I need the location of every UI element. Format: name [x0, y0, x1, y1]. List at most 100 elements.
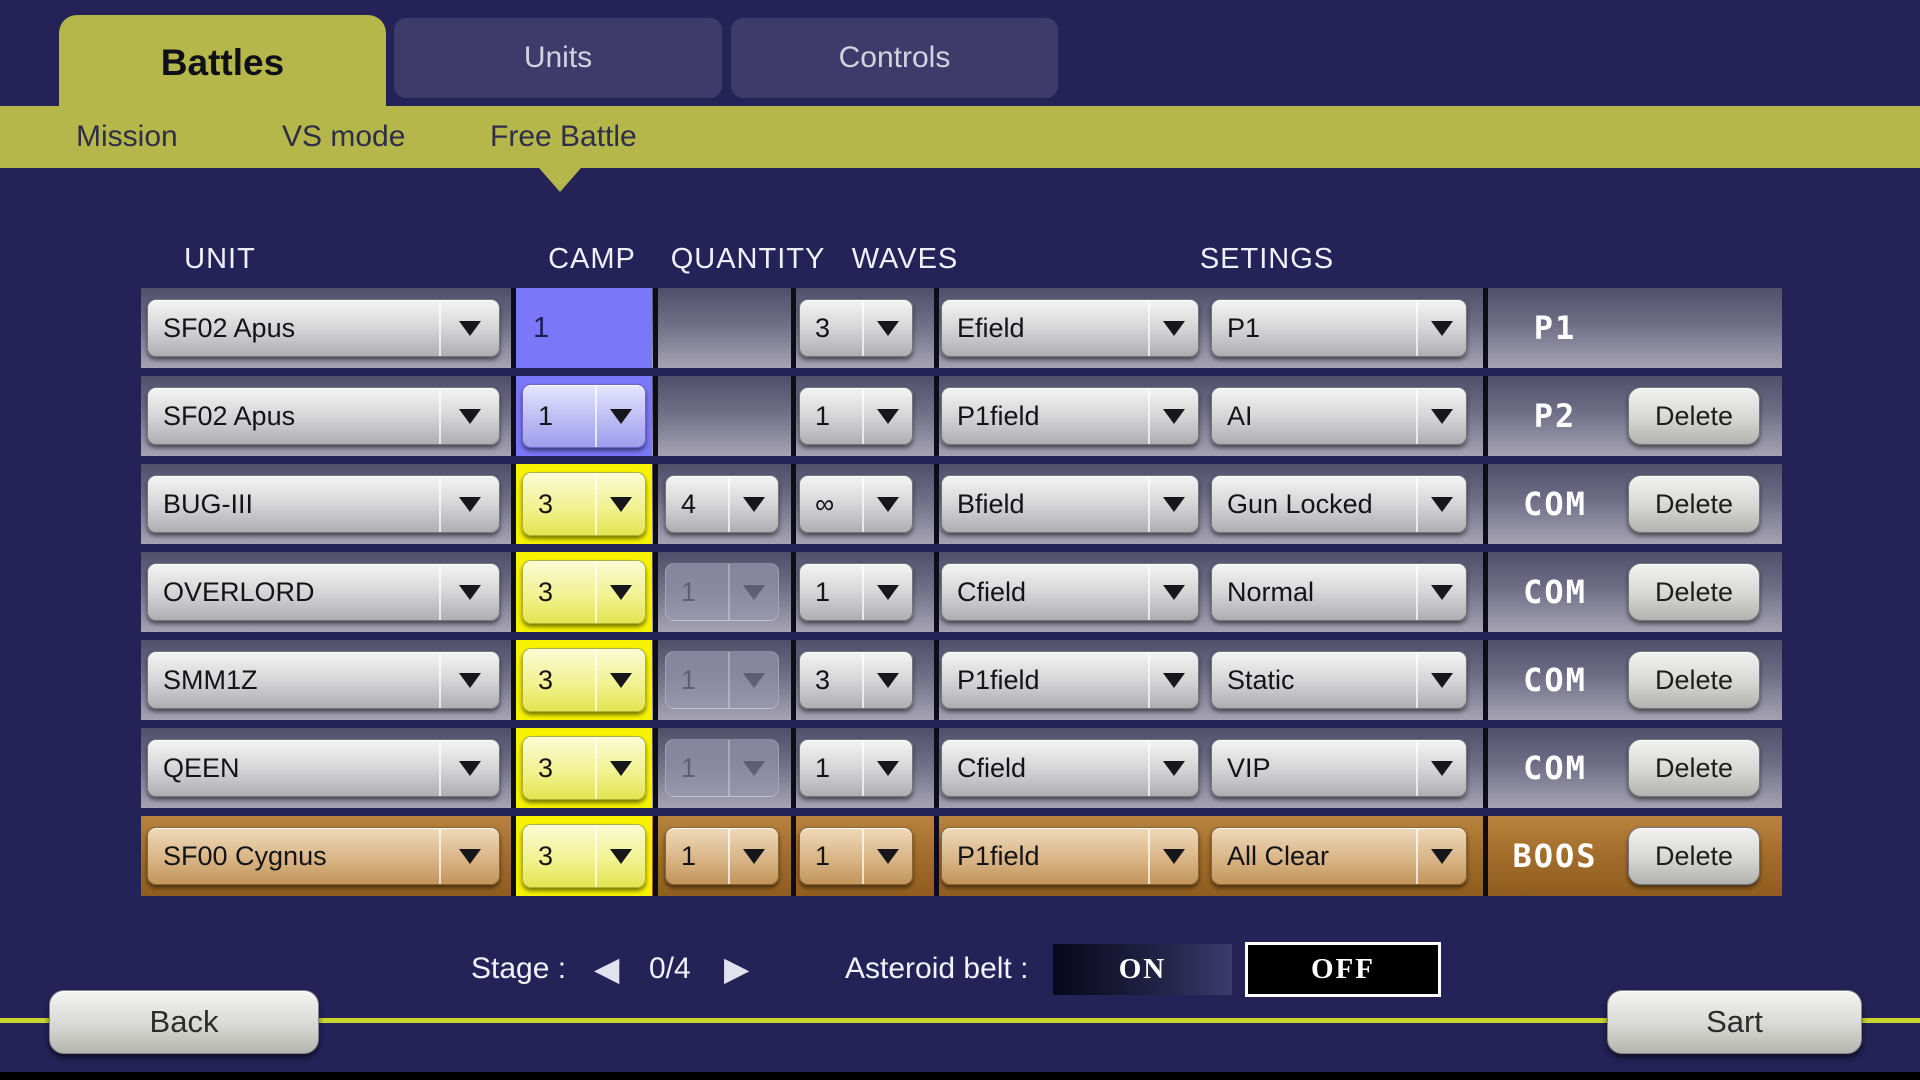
start-button[interactable]: Sart [1607, 990, 1862, 1054]
chevron-down-icon [1416, 652, 1466, 708]
tab-controls[interactable]: Controls [731, 18, 1058, 98]
waves-dropdown[interactable]: 3 [799, 299, 913, 357]
chevron-down-glyph [743, 584, 765, 600]
camp-dropdown[interactable]: 1 [522, 384, 646, 448]
quantity-dropdown-value: 1 [681, 840, 697, 871]
column-divider [511, 376, 516, 456]
unit-dropdown-value: QEEN [163, 752, 240, 783]
waves-dropdown[interactable]: ∞ [799, 475, 913, 533]
chevron-down-icon [1148, 388, 1198, 444]
unit-dropdown[interactable]: QEEN [147, 739, 500, 797]
mode-dropdown[interactable]: Static [1211, 651, 1467, 709]
stage-next-icon[interactable]: ▶ [724, 950, 750, 987]
mode-dropdown-value: P1 [1227, 312, 1261, 343]
waves-dropdown[interactable]: 1 [799, 387, 913, 445]
mode-dropdown-value: VIP [1227, 752, 1271, 783]
waves-dropdown[interactable]: 1 [799, 739, 913, 797]
unit-dropdown[interactable]: OVERLORD [147, 563, 500, 621]
delete-button[interactable]: Delete [1628, 651, 1760, 709]
chevron-down-icon [595, 385, 645, 447]
waves-dropdown[interactable]: 1 [799, 827, 913, 885]
column-divider [934, 816, 939, 896]
camp-dropdown[interactable]: 3 [522, 472, 646, 536]
asteroid-belt-label: Asteroid belt : [845, 952, 1029, 985]
mode-dropdown[interactable]: Gun Locked [1211, 475, 1467, 533]
back-button[interactable]: Back [49, 990, 319, 1054]
camp-value[interactable]: 1 [533, 311, 550, 344]
chevron-down-icon [1148, 740, 1198, 796]
field-dropdown[interactable]: Cfield [941, 739, 1199, 797]
mode-dropdown[interactable]: All Clear [1211, 827, 1467, 885]
subtab-vs-mode[interactable]: VS mode [282, 120, 406, 153]
unit-dropdown-value: OVERLORD [163, 576, 315, 607]
column-divider [791, 376, 796, 456]
field-dropdown[interactable]: P1field [941, 827, 1199, 885]
delete-button[interactable]: Delete [1628, 387, 1760, 445]
unit-dropdown[interactable]: SF02 Apus [147, 299, 500, 357]
chevron-down-icon [595, 649, 645, 711]
camp-dropdown[interactable]: 3 [522, 736, 646, 800]
chevron-down-glyph [1431, 672, 1453, 688]
waves-dropdown[interactable]: 1 [799, 563, 913, 621]
mode-dropdown[interactable]: P1 [1211, 299, 1467, 357]
chevron-down-icon [728, 652, 778, 708]
chevron-down-glyph [610, 496, 632, 512]
field-dropdown[interactable]: Cfield [941, 563, 1199, 621]
battle-table-rows: SF02 Apus 1 3 Efield P1 P1 SF02 Apus 1 1 P1field A… [141, 288, 1782, 904]
waves-dropdown-value: ∞ [815, 488, 835, 519]
field-dropdown-value: Cfield [957, 576, 1027, 607]
column-divider [1483, 288, 1488, 368]
tab-units[interactable]: Units [394, 18, 722, 98]
unit-dropdown[interactable]: SMM1Z [147, 651, 500, 709]
chevron-down-icon [862, 388, 912, 444]
asteroid-off-button[interactable]: OFF [1245, 942, 1441, 997]
subtab-free-battle[interactable]: Free Battle [490, 120, 637, 153]
mode-dropdown[interactable]: VIP [1211, 739, 1467, 797]
chevron-down-glyph [743, 496, 765, 512]
unit-dropdown[interactable]: SF02 Apus [147, 387, 500, 445]
bottom-letterbox [0, 1072, 1920, 1080]
mode-dropdown-value: Static [1227, 664, 1295, 695]
stage-prev-icon[interactable]: ◀ [594, 950, 620, 987]
camp-dropdown-value: 3 [538, 840, 554, 871]
unit-dropdown[interactable]: SF00 Cygnus [147, 827, 500, 885]
field-dropdown-value: Efield [957, 312, 1025, 343]
chevron-down-glyph [1431, 848, 1453, 864]
camp-dropdown[interactable]: 3 [522, 560, 646, 624]
tab-battles[interactable]: Battles [59, 15, 386, 111]
field-dropdown-value: P1field [957, 400, 1040, 431]
chevron-down-icon [1416, 740, 1466, 796]
camp-dropdown-value: 3 [538, 488, 554, 519]
mode-dropdown[interactable]: AI [1211, 387, 1467, 445]
chevron-down-glyph [610, 672, 632, 688]
chevron-down-glyph [1431, 584, 1453, 600]
column-divider [653, 728, 658, 808]
camp-dropdown[interactable]: 3 [522, 648, 646, 712]
delete-button[interactable]: Delete [1628, 827, 1760, 885]
camp-dropdown[interactable]: 3 [522, 824, 646, 888]
delete-button[interactable]: Delete [1628, 563, 1760, 621]
chevron-down-glyph [610, 848, 632, 864]
field-dropdown[interactable]: Efield [941, 299, 1199, 357]
waves-dropdown[interactable]: 3 [799, 651, 913, 709]
mode-dropdown[interactable]: Normal [1211, 563, 1467, 621]
unit-dropdown[interactable]: BUG-III [147, 475, 500, 533]
quantity-dropdown: 1 [665, 563, 779, 621]
field-dropdown[interactable]: P1field [941, 387, 1199, 445]
field-dropdown-value: Cfield [957, 752, 1027, 783]
delete-button[interactable]: Delete [1628, 475, 1760, 533]
delete-button[interactable]: Delete [1628, 739, 1760, 797]
chevron-down-icon [595, 737, 645, 799]
chevron-down-icon [439, 476, 499, 532]
table-row: BUG-III 3 4 ∞ Bfield Gun Locked COM Delete [141, 464, 1782, 544]
quantity-dropdown[interactable]: 4 [665, 475, 779, 533]
waves-dropdown-value: 1 [815, 400, 831, 431]
quantity-dropdown[interactable]: 1 [665, 827, 779, 885]
field-dropdown[interactable]: P1field [941, 651, 1199, 709]
field-dropdown[interactable]: Bfield [941, 475, 1199, 533]
subtab-mission[interactable]: Mission [76, 120, 178, 153]
waves-dropdown-value: 3 [815, 312, 831, 343]
chevron-down-icon [862, 740, 912, 796]
chevron-down-glyph [1163, 584, 1185, 600]
asteroid-on-button[interactable]: ON [1053, 944, 1232, 995]
